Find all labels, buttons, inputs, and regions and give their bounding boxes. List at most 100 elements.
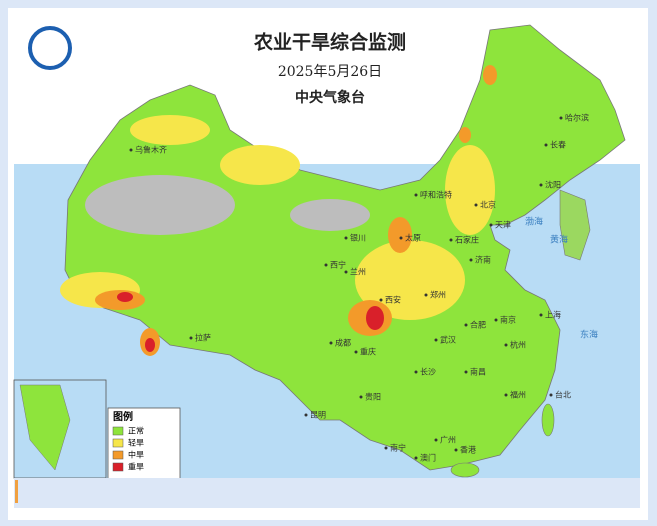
drought-light xyxy=(220,145,300,185)
city-label: 重庆 xyxy=(360,347,376,357)
drought-mid xyxy=(483,65,497,85)
city-label: 石家庄 xyxy=(455,235,479,245)
city-dot xyxy=(344,270,348,274)
city-dot xyxy=(474,203,478,207)
city-label: 广州 xyxy=(440,435,456,445)
city-dot xyxy=(324,263,328,267)
city-label: 福州 xyxy=(510,391,526,400)
city-label: 呼和浩特 xyxy=(420,190,452,200)
city-dot xyxy=(189,336,193,340)
city-dot xyxy=(539,183,543,187)
city-dot xyxy=(469,258,473,262)
legend-swatch xyxy=(112,426,124,436)
city-label: 拉萨 xyxy=(195,333,211,343)
city-dot xyxy=(129,148,133,152)
legend-title: 图例 xyxy=(113,410,133,423)
city-label: 澳门 xyxy=(420,453,436,463)
title: 农业干旱综合监测 xyxy=(253,31,406,54)
city-label: 天津 xyxy=(495,220,511,230)
issuer: 中央气象台 xyxy=(295,89,365,106)
city-dot xyxy=(434,438,438,442)
drought-light xyxy=(130,115,210,145)
city-label: 银川 xyxy=(350,233,366,243)
city-dot xyxy=(399,236,403,240)
city-label: 杭州 xyxy=(510,340,526,350)
legend-label: 中旱 xyxy=(128,450,144,460)
city-label: 贵阳 xyxy=(365,392,381,402)
city-dot xyxy=(489,223,493,227)
city-dot xyxy=(344,236,348,240)
city-dot xyxy=(454,448,458,452)
city-dot xyxy=(464,323,468,327)
city-label: 南宁 xyxy=(390,443,406,453)
city-label: 西安 xyxy=(385,295,401,305)
city-dot xyxy=(434,338,438,342)
city-label: 南昌 xyxy=(470,367,486,377)
drought-light xyxy=(445,145,495,235)
hainan xyxy=(450,462,480,478)
drought-severe xyxy=(145,338,155,352)
city-label: 郑州 xyxy=(430,290,446,300)
city-dot xyxy=(414,370,418,374)
footer-bar xyxy=(14,478,640,508)
city-dot xyxy=(359,395,363,399)
city-dot xyxy=(424,293,428,297)
city-dot xyxy=(494,318,498,322)
city-label: 太原 xyxy=(405,233,421,243)
city-label: 北京 xyxy=(480,200,496,210)
legend-label: 重旱 xyxy=(128,462,144,472)
city-dot xyxy=(504,343,508,347)
city-label: 哈尔滨 xyxy=(565,113,589,123)
drought-mid xyxy=(388,217,412,253)
city-dot xyxy=(414,456,418,460)
city-label: 成都 xyxy=(335,338,351,348)
city-label: 昆明 xyxy=(310,411,326,420)
legend-swatch xyxy=(112,462,124,472)
city-dot xyxy=(379,298,383,302)
sea-label: 渤海 xyxy=(525,216,543,228)
legend-label: 正常 xyxy=(128,427,144,436)
taiwan xyxy=(541,403,555,437)
city-dot xyxy=(464,370,468,374)
city-dot xyxy=(504,393,508,397)
footer-accent xyxy=(15,480,18,503)
logo xyxy=(28,26,72,70)
city-label: 乌鲁木齐 xyxy=(135,145,167,155)
sea-label: 黄海 xyxy=(550,234,568,246)
city-label: 兰州 xyxy=(350,267,366,277)
city-dot xyxy=(539,313,543,317)
drought-severe xyxy=(117,292,133,302)
korea xyxy=(559,189,591,261)
legend-swatch xyxy=(112,450,124,460)
city-dot xyxy=(544,143,548,147)
city-dot xyxy=(449,238,453,242)
sea-label: 东海 xyxy=(580,329,598,341)
drought-severe xyxy=(366,306,384,330)
city-dot xyxy=(549,393,553,397)
city-dot xyxy=(354,350,358,354)
city-label: 上海 xyxy=(545,310,561,320)
city-label: 长沙 xyxy=(420,367,436,377)
city-label: 台北 xyxy=(555,390,571,400)
drought-mid xyxy=(459,127,471,143)
city-label: 香港 xyxy=(460,445,476,455)
city-label: 武汉 xyxy=(440,335,456,345)
city-label: 西宁 xyxy=(330,260,346,270)
city-dot xyxy=(559,116,563,120)
city-label: 合肥 xyxy=(470,320,486,330)
city-dot xyxy=(304,413,308,417)
city-label: 济南 xyxy=(475,255,491,265)
city-label: 长春 xyxy=(550,140,566,150)
city-dot xyxy=(384,446,388,450)
legend-swatch xyxy=(112,438,124,448)
legend-label: 轻旱 xyxy=(128,438,144,448)
city-label: 南京 xyxy=(500,315,516,325)
city-dot xyxy=(329,341,333,345)
desert xyxy=(85,175,235,235)
inset-land xyxy=(19,384,71,471)
date: 2025年5月26日 xyxy=(278,64,382,80)
city-label: 沈阳 xyxy=(545,180,561,190)
desert xyxy=(290,199,370,231)
